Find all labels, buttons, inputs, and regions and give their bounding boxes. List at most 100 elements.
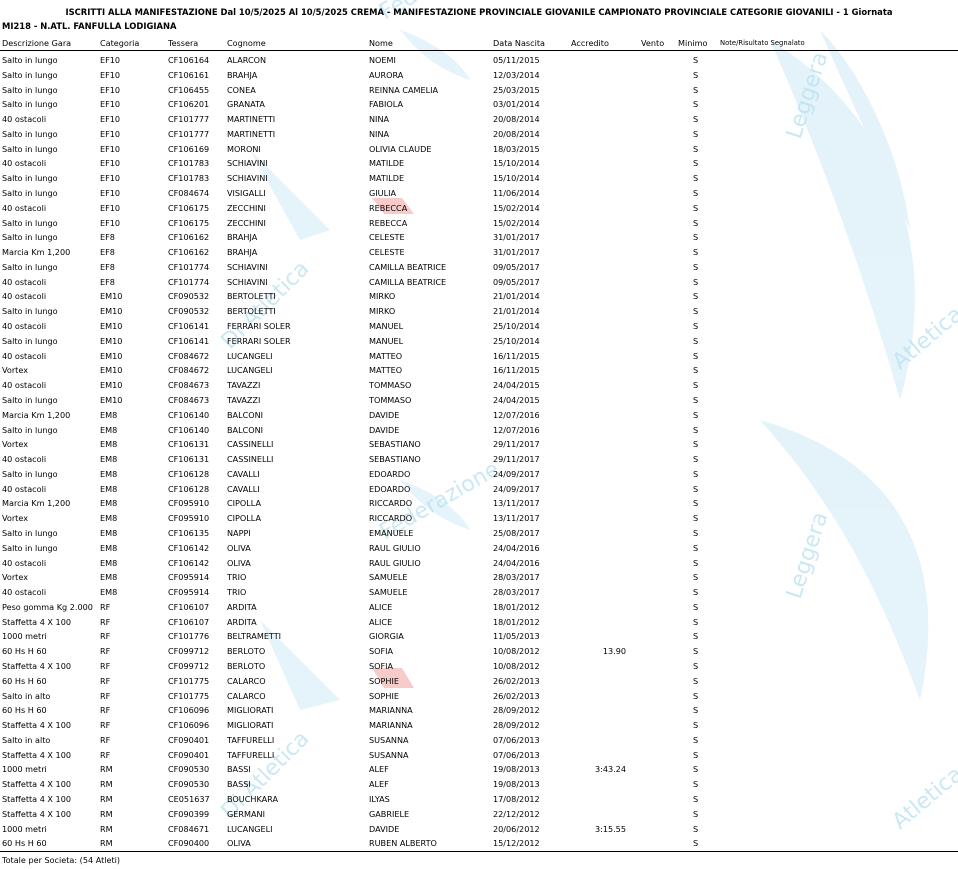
cell-cognome: OLIVA bbox=[227, 838, 251, 849]
cell-tessera: CF090401 bbox=[168, 749, 210, 760]
cell-tessera: CF101774 bbox=[168, 261, 210, 272]
cell-categoria: RF bbox=[100, 631, 111, 642]
cell-categoria: EF8 bbox=[100, 261, 115, 272]
cell-tessera: CF095914 bbox=[168, 572, 210, 583]
cell-cognome: FERRARI SOLER bbox=[227, 321, 291, 332]
cell-tessera: CF101783 bbox=[168, 173, 210, 184]
cell-data-nascita: 11/05/2013 bbox=[493, 631, 540, 642]
table-row: Staffetta 4 X 100 RF CF099712 BERLOTO SOFIA 1… bbox=[0, 661, 958, 675]
cell-categoria: EM8 bbox=[100, 587, 118, 598]
cell-tessera: CF090400 bbox=[168, 838, 210, 849]
cell-categoria: RF bbox=[100, 660, 111, 671]
cell-tessera: CF106135 bbox=[168, 527, 210, 538]
cell-categoria: EF10 bbox=[100, 84, 121, 95]
cell-categoria: EF8 bbox=[100, 232, 115, 243]
cell-minimo: S bbox=[693, 335, 699, 346]
table-row: 60 Hs H 60 RF CF101775 CALARCO SOPHIE 26/02/2… bbox=[0, 676, 958, 690]
cell-minimo: S bbox=[693, 143, 699, 154]
cell-data-nascita: 16/11/2015 bbox=[493, 365, 540, 376]
cell-data-nascita: 25/03/2015 bbox=[493, 84, 540, 95]
cell-nome: EMANUELE bbox=[369, 527, 414, 538]
cell-data-nascita: 26/02/2013 bbox=[493, 675, 540, 686]
col-header-cognome: Cognome bbox=[227, 38, 266, 48]
cell-data-nascita: 03/01/2014 bbox=[493, 99, 540, 110]
cell-nome: CAMILLA BEATRICE bbox=[369, 276, 447, 287]
cell-cognome: TRIO bbox=[227, 587, 247, 598]
cell-nome: MANUEL bbox=[369, 321, 404, 332]
cell-tessera: CF101777 bbox=[168, 114, 210, 125]
table-row: Peso gomma Kg 2.000 RF CF106107 ARDITA ALICE… bbox=[0, 602, 958, 616]
cell-categoria: EM8 bbox=[100, 439, 118, 450]
cell-tessera: CF084672 bbox=[168, 365, 210, 376]
cell-tessera: CE051637 bbox=[168, 794, 210, 804]
table-row: 40 ostacoli EF10 CF101783 SCHIAVINI MATILDE 1… bbox=[0, 158, 958, 172]
table-row: 40 ostacoli EM8 CF106142 OLIVA RAUL GIULIO 24… bbox=[0, 558, 958, 572]
table-row: Salto in lungo EM10 CF084673 TAVAZZI TOMMASO… bbox=[0, 395, 958, 409]
cell-nome: OLIVIA CLAUDE bbox=[369, 143, 432, 154]
cell-tessera: CF101775 bbox=[168, 690, 210, 701]
cell-data-nascita: 29/11/2017 bbox=[493, 454, 540, 465]
cell-minimo: S bbox=[693, 114, 699, 125]
cell-descrizione: Staffetta 4 X 100 bbox=[2, 749, 71, 760]
cell-cognome: CIPOLLA bbox=[227, 498, 262, 509]
cell-data-nascita: 12/07/2016 bbox=[493, 424, 540, 435]
cell-minimo: S bbox=[693, 483, 699, 494]
cell-data-nascita: 10/08/2012 bbox=[493, 646, 540, 657]
cell-categoria: EM8 bbox=[100, 513, 118, 524]
table-row: Staffetta 4 X 100 RF CF090401 TAFFURELLI SUS… bbox=[0, 750, 958, 764]
cell-cognome: LUCANGELI bbox=[227, 350, 273, 361]
cell-categoria: EM10 bbox=[100, 365, 123, 376]
col-header-tessera: Tessera bbox=[168, 38, 199, 48]
cell-nome: MATILDE bbox=[369, 158, 405, 169]
cell-categoria: EM8 bbox=[100, 483, 118, 494]
cell-minimo: S bbox=[693, 291, 699, 302]
cell-categoria: RF bbox=[100, 601, 111, 612]
cell-cognome: SCHIAVINI bbox=[227, 276, 268, 287]
cell-descrizione: Salto in lungo bbox=[2, 527, 58, 538]
cell-categoria: EF10 bbox=[100, 69, 121, 80]
cell-nome: MARIANNA bbox=[369, 705, 413, 716]
cell-data-nascita: 16/11/2015 bbox=[493, 350, 540, 361]
cell-tessera: CF106141 bbox=[168, 335, 210, 346]
cell-tessera: CF106175 bbox=[168, 217, 210, 228]
cell-minimo: S bbox=[693, 705, 699, 716]
cell-categoria: RM bbox=[100, 823, 113, 834]
cell-cognome: BALCONI bbox=[227, 424, 264, 435]
cell-tessera: CF084673 bbox=[168, 394, 210, 405]
cell-nome: MIRKO bbox=[369, 291, 396, 302]
table-row: Marcia Km 1,200 EM8 CF106140 BALCONI DAVIDE 1… bbox=[0, 410, 958, 424]
cell-cognome: ARDITA bbox=[227, 616, 257, 627]
col-header-categoria: Categoria bbox=[100, 38, 140, 48]
cell-minimo: S bbox=[693, 424, 699, 435]
cell-minimo: S bbox=[693, 734, 699, 745]
table-row: Salto in lungo EF8 CF101774 SCHIAVINI CAMILL… bbox=[0, 262, 958, 276]
cell-nome: RICCARDO bbox=[369, 513, 413, 524]
cell-data-nascita: 13/11/2017 bbox=[493, 498, 540, 509]
cell-categoria: EF8 bbox=[100, 276, 115, 287]
cell-data-nascita: 21/01/2014 bbox=[493, 306, 540, 317]
cell-descrizione: Salto in lungo bbox=[2, 306, 58, 317]
cell-nome: SUSANNA bbox=[369, 749, 409, 760]
cell-nome: SEBASTIANO bbox=[369, 454, 421, 465]
cell-minimo: S bbox=[693, 498, 699, 509]
table-row: Salto in lungo EF10 CF106164 ALARCON NOEMI 05… bbox=[0, 55, 958, 69]
document-title: ISCRITTI ALLA MANIFESTAZIONE Dal 10/5/20… bbox=[65, 7, 893, 17]
cell-tessera: CF099712 bbox=[168, 646, 210, 657]
cell-nome: RAUL GIULIO bbox=[369, 557, 421, 568]
cell-descrizione: Salto in lungo bbox=[2, 99, 58, 110]
cell-descrizione: 1000 metri bbox=[2, 823, 47, 834]
cell-cognome: BRAHJA bbox=[227, 69, 258, 80]
cell-cognome: CASSINELLI bbox=[227, 439, 274, 450]
cell-descrizione: 40 ostacoli bbox=[2, 276, 47, 287]
cell-categoria: RM bbox=[100, 808, 113, 819]
cell-minimo: S bbox=[693, 764, 699, 775]
cell-data-nascita: 18/01/2012 bbox=[493, 616, 540, 627]
cell-cognome: LUCANGELI bbox=[227, 823, 273, 834]
table-row: Salto in lungo EM10 CF106141 FERRARI SOLER M… bbox=[0, 336, 958, 350]
cell-descrizione: Staffetta 4 X 100 bbox=[2, 660, 71, 671]
cell-cognome: NAPPI bbox=[227, 527, 251, 538]
cell-categoria: EF10 bbox=[100, 99, 121, 110]
cell-nome: TOMMASO bbox=[369, 394, 412, 405]
cell-tessera: CF106201 bbox=[168, 99, 210, 110]
cell-nome: EDOARDO bbox=[369, 483, 411, 494]
